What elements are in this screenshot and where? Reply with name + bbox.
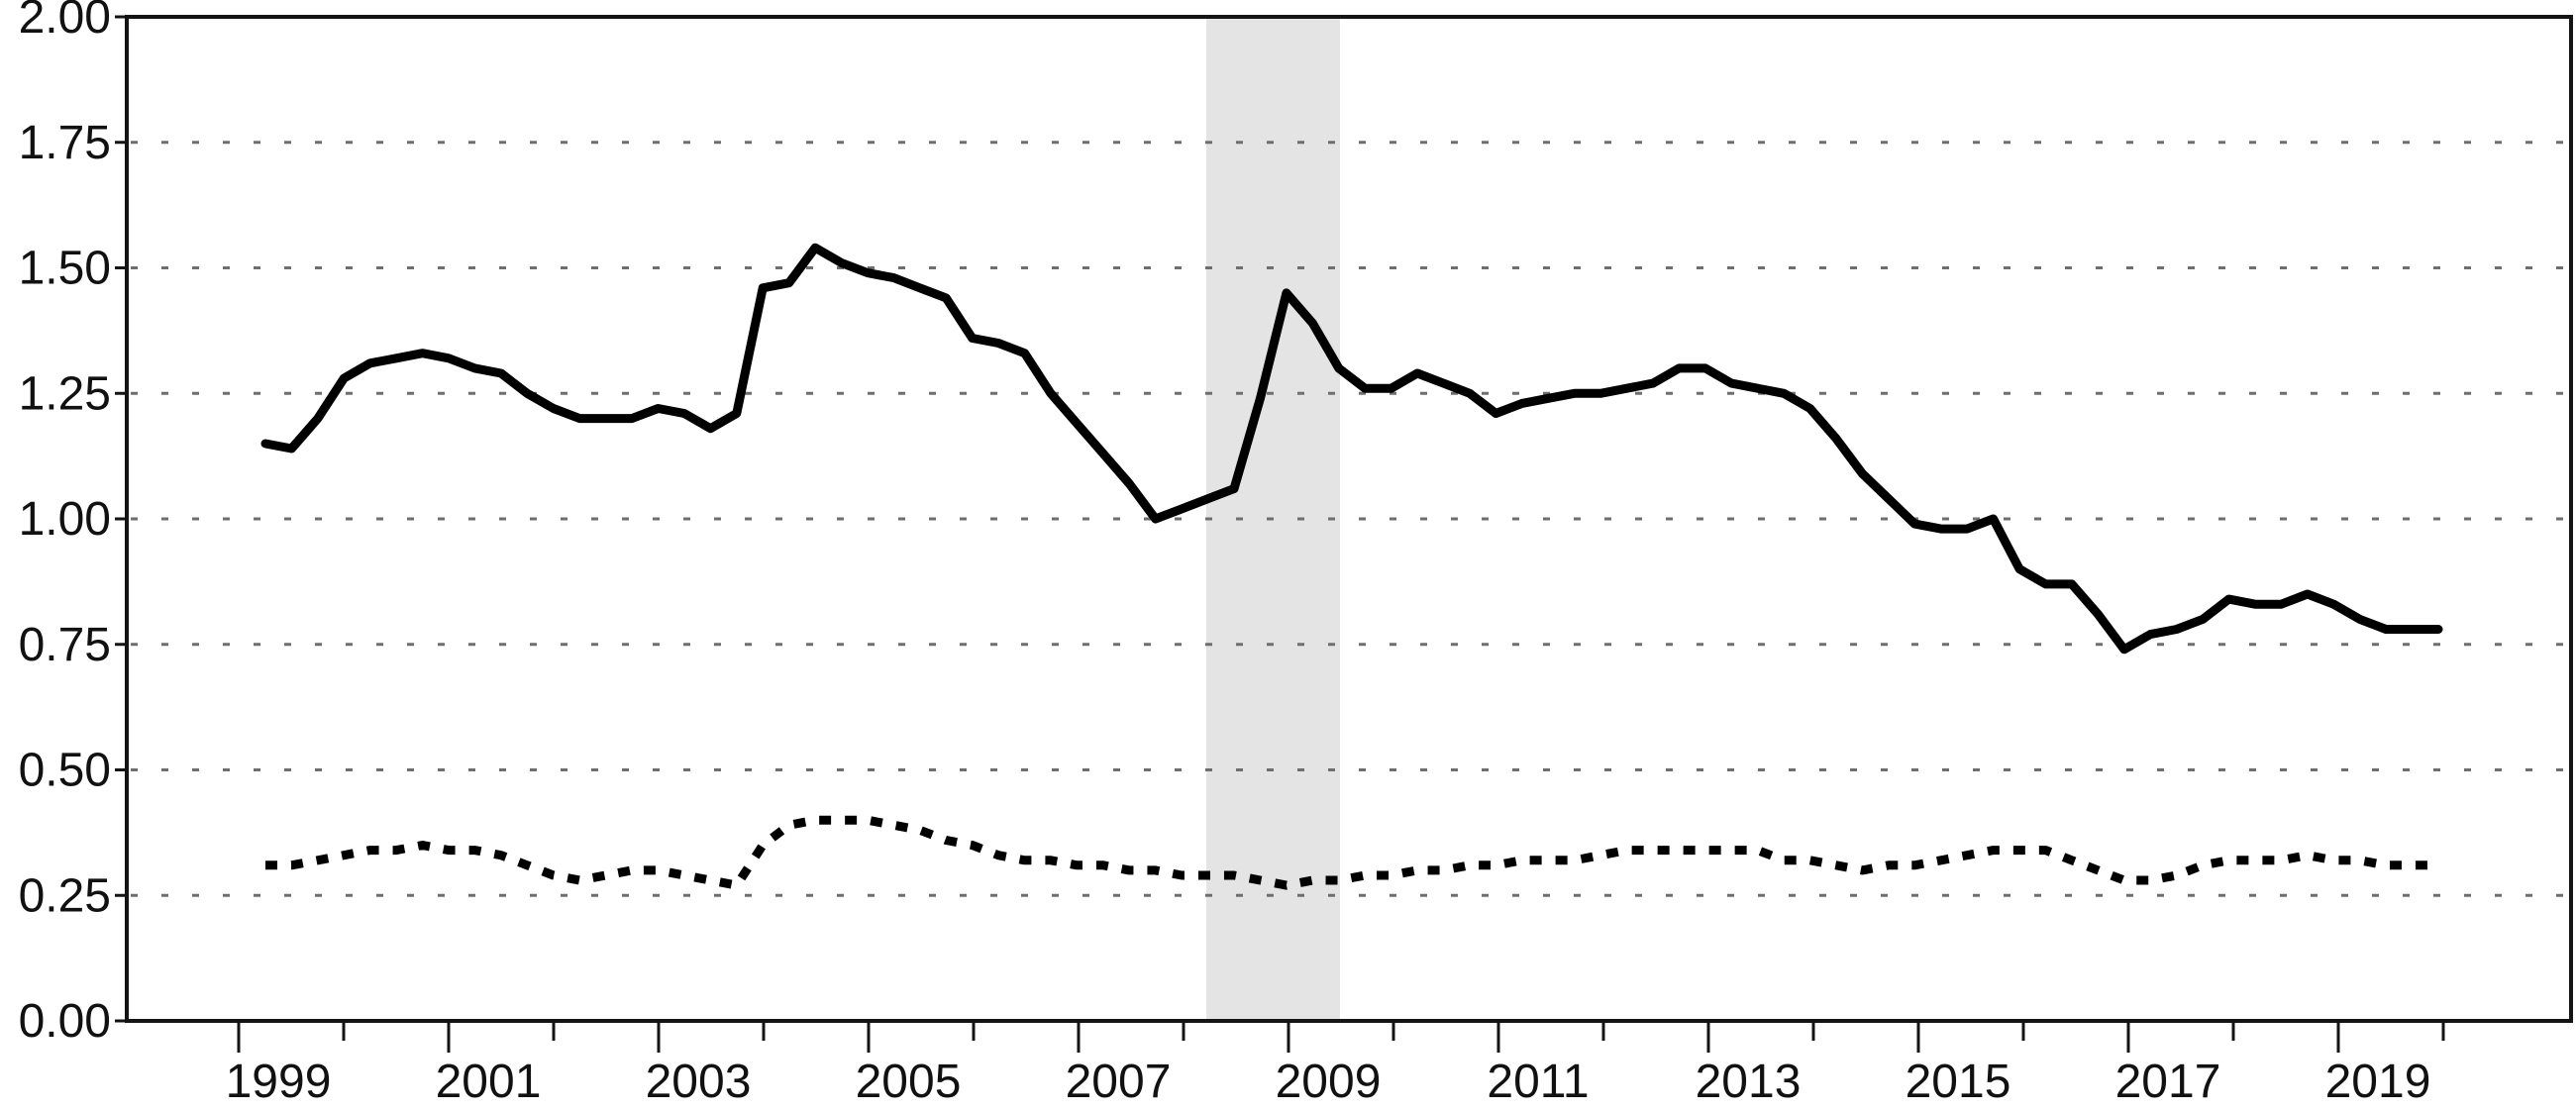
x-axis-year-label: 1999 — [226, 1056, 332, 1108]
y-axis-tick-label: 0.75 — [19, 619, 111, 671]
y-axis-tick-label: 1.75 — [19, 117, 111, 169]
x-axis-year-label: 2009 — [1276, 1056, 1382, 1108]
x-axis-year-label: 2017 — [2115, 1056, 2221, 1108]
solid-series-line — [260, 243, 2443, 655]
x-axis-year-label: 2015 — [1906, 1056, 2011, 1108]
x-axis-year-label: 2019 — [2325, 1056, 2431, 1108]
y-axis-tick-label: 1.00 — [19, 493, 111, 546]
y-axis-tick-label: 0.25 — [19, 869, 111, 922]
y-axis-tick-label: 1.25 — [19, 367, 111, 420]
dotted-series-line — [265, 815, 2438, 890]
x-axis-year-label: 2005 — [856, 1056, 962, 1108]
x-axis-year-label: 2003 — [646, 1056, 752, 1108]
x-axis-year-label: 2001 — [436, 1056, 542, 1108]
y-axis-tick-label: 1.50 — [19, 243, 111, 295]
y-axis-tick-label: 2.00 — [19, 0, 111, 44]
x-axis-year-label: 2011 — [1487, 1056, 1589, 1108]
y-axis-tick-label: 0.00 — [19, 995, 111, 1048]
x-axis-year-label: 2007 — [1066, 1056, 1172, 1108]
x-axis-year-label: 2013 — [1696, 1056, 1802, 1108]
y-axis-tick-label: 0.50 — [19, 745, 111, 797]
plot-border — [125, 15, 2573, 1023]
